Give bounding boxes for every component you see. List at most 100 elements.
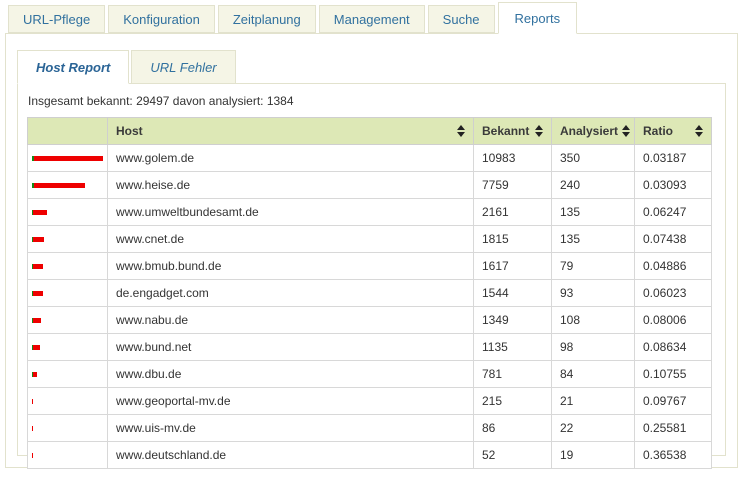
analysiert-cell: 79 [551,252,635,280]
tab-konfiguration[interactable]: Konfiguration [108,5,215,33]
host-cell: www.umweltbundesamt.de [107,198,474,226]
column-header-label: Ratio [643,124,673,138]
ratio-cell: 0.03187 [634,144,712,172]
bar-cell [27,144,108,172]
ratio-cell: 0.36538 [634,441,712,469]
bar-cell [27,333,108,361]
analysiert-cell: 108 [551,306,635,334]
bekannt-bar-segment [32,398,34,404]
tab-management[interactable]: Management [318,5,425,33]
analysiert-cell: 135 [551,225,635,253]
bekannt-cell: 10983 [473,144,552,172]
tab-suche[interactable]: Suche [427,5,495,33]
host-table-body: www.golem.de 10983 350 0.03187 www.heise.de 7… [27,144,712,469]
ratio-cell: 0.07438 [634,225,712,253]
analysiert-bar-segment [32,182,34,188]
ratio-cell: 0.06247 [634,198,712,226]
analysiert-cell: 135 [551,198,635,226]
host-ratio-bar [32,340,103,354]
tab-url-fehler[interactable]: URL Fehler [131,50,236,84]
bar-cell [27,414,108,442]
bekannt-cell: 52 [473,441,552,469]
bekannt-cell: 1349 [473,306,552,334]
host-cell: www.uis-mv.de [107,414,474,442]
bekannt-bar-segment [32,317,42,323]
table-header-row: Host Bekannt Analysiert [27,117,712,145]
bar-cell [27,279,108,307]
tab-reports[interactable]: Reports [497,2,578,34]
analysiert-bar-segment [32,344,33,350]
host-cell: www.geoportal-mv.de [107,387,474,415]
bekannt-bar-segment [32,371,38,377]
host-ratio-bar [32,313,103,327]
bekannt-cell: 1544 [473,279,552,307]
tab-url-pflege[interactable]: URL-Pflege [8,5,106,33]
reports-panel: Host Report URL Fehler Insgesamt bekannt… [5,33,738,469]
column-header-bekannt[interactable]: Bekannt [473,117,552,145]
host-ratio-bar [32,151,103,165]
analysiert-cell: 93 [551,279,635,307]
host-cell: www.bmub.bund.de [107,252,474,280]
table-row: www.cnet.de 1815 135 0.07438 [27,225,712,253]
column-header-label: Bekannt [482,124,530,138]
bekannt-bar-segment [32,290,43,296]
host-cell: www.bund.net [107,333,474,361]
ratio-cell: 0.09767 [634,387,712,415]
bekannt-cell: 7759 [473,171,552,199]
analysiert-bar-segment [32,209,33,215]
bar-cell [27,306,108,334]
tab-host-report[interactable]: Host Report [17,50,130,84]
bekannt-bar-segment [32,209,47,215]
host-ratio-bar [32,421,103,435]
table-row: www.uis-mv.de 86 22 0.25581 [27,414,712,442]
analysiert-cell: 21 [551,387,635,415]
analysiert-bar-segment [32,317,33,323]
bar-cell [27,252,108,280]
analysiert-cell: 84 [551,360,635,388]
host-cell: de.engadget.com [107,279,474,307]
summary-text: Insgesamt bekannt: 29497 davon analysier… [28,94,294,108]
host-report-panel: Insgesamt bekannt: 29497 davon analysier… [17,83,726,469]
host-ratio-bar [32,178,103,192]
tab-zeitplanung[interactable]: Zeitplanung [217,5,316,33]
bekannt-cell: 1617 [473,252,552,280]
host-ratio-bar [32,259,103,273]
table-row: www.heise.de 7759 240 0.03093 [27,171,712,199]
table-row: www.deutschland.de 52 19 0.36538 [27,441,712,469]
bekannt-bar-segment [34,155,103,161]
ratio-cell: 0.03093 [634,171,712,199]
sub-tab-bar: Host Report URL Fehler [17,50,726,84]
sort-icon[interactable] [535,125,543,137]
column-header-label: Analysiert [560,124,619,138]
column-header-ratio[interactable]: Ratio [634,117,712,145]
sort-icon[interactable] [695,125,703,137]
host-cell: www.deutschland.de [107,441,474,469]
ratio-cell: 0.04886 [634,252,712,280]
host-cell: www.cnet.de [107,225,474,253]
bar-cell [27,198,108,226]
analysiert-cell: 22 [551,414,635,442]
bekannt-bar-segment [32,344,40,350]
sort-icon[interactable] [622,125,631,137]
table-row: www.bmub.bund.de 1617 79 0.04886 [27,252,712,280]
sort-icon[interactable] [457,125,465,137]
main-tab-bar: URL-Pflege Konfiguration Zeitplanung Man… [0,0,743,34]
column-header-label: Host [116,124,143,138]
bekannt-cell: 1815 [473,225,552,253]
host-report-table: Host Bekannt Analysiert [27,117,712,469]
bar-cell [27,360,108,388]
analysiert-bar-segment [32,236,33,242]
column-header-host[interactable]: Host [107,117,474,145]
host-ratio-bar [32,232,103,246]
ratio-cell: 0.08634 [634,333,712,361]
host-ratio-bar [32,286,103,300]
column-header-analysiert[interactable]: Analysiert [551,117,635,145]
bekannt-cell: 86 [473,414,552,442]
column-header-bar [27,117,108,145]
table-row: www.umweltbundesamt.de 2161 135 0.06247 [27,198,712,226]
host-ratio-bar [32,205,103,219]
analysiert-bar-segment [32,263,33,269]
table-row: de.engadget.com 1544 93 0.06023 [27,279,712,307]
bar-cell [27,387,108,415]
host-cell: www.golem.de [107,144,474,172]
